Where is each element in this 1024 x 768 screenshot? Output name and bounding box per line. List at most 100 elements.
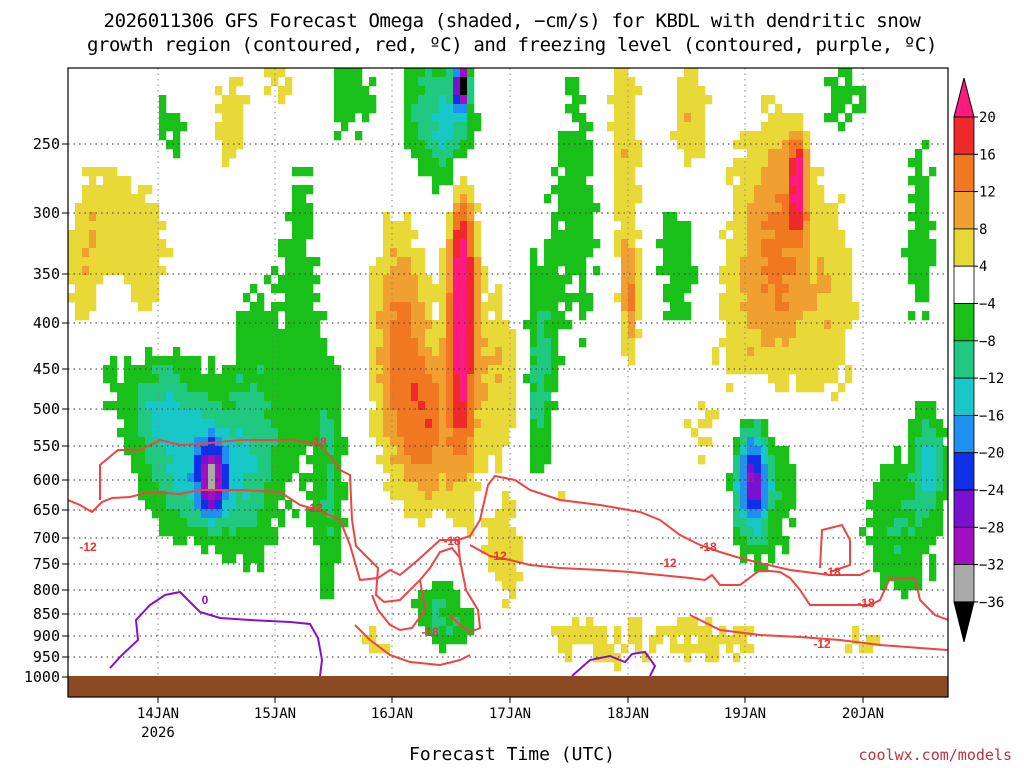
omega-cell [418, 473, 426, 483]
omega-cell [530, 446, 538, 456]
omega-cell [677, 284, 685, 294]
omega-cell [124, 392, 132, 402]
omega-cell [194, 428, 202, 438]
omega-cell [908, 572, 916, 582]
omega-cell [271, 266, 279, 276]
omega-cell [824, 212, 832, 222]
omega-cell [467, 293, 475, 303]
omega-cell [908, 212, 916, 222]
omega-cell [726, 365, 734, 375]
omega-cell [404, 95, 412, 105]
omega-cell [782, 140, 790, 150]
omega-cell [439, 590, 447, 600]
omega-cell [278, 473, 286, 483]
omega-cell [103, 194, 111, 204]
omega-cell [138, 464, 146, 474]
omega-cell [915, 194, 923, 204]
omega-cell [383, 392, 391, 402]
omega-cell [775, 491, 783, 501]
omega-cell [705, 437, 713, 447]
omega-cell [775, 536, 783, 546]
omega-cell [474, 338, 482, 348]
omega-cell [425, 437, 433, 447]
omega-cell [201, 401, 209, 411]
omega-cell [327, 356, 335, 366]
omega-cell [397, 284, 405, 294]
omega-cell [236, 491, 244, 501]
omega-cell [901, 554, 909, 564]
omega-cell [446, 320, 454, 330]
omega-cell [222, 374, 230, 384]
omega-cell [425, 383, 433, 393]
omega-cell [453, 428, 461, 438]
omega-cell [208, 356, 216, 366]
omega-cell [425, 122, 433, 132]
omega-cell [572, 113, 580, 123]
omega-cell [369, 347, 377, 357]
omega-cell [929, 401, 937, 411]
omega-cell [285, 401, 293, 411]
omega-cell [292, 356, 300, 366]
omega-cell [684, 239, 692, 249]
omega-cell [334, 131, 342, 141]
omega-cell [453, 590, 461, 600]
credit-link[interactable]: coolwx.com/models [858, 746, 1012, 764]
omega-cell [537, 302, 545, 312]
omega-cell [481, 464, 489, 474]
omega-cell [369, 365, 377, 375]
omega-cell [327, 401, 335, 411]
omega-cell [635, 257, 643, 267]
omega-cell [271, 77, 279, 87]
omega-cell [446, 140, 454, 150]
colorbar-swatch [953, 452, 975, 491]
omega-cell [915, 581, 923, 591]
omega-cell [390, 356, 398, 366]
omega-cell [824, 293, 832, 303]
omega-cell [418, 599, 426, 609]
omega-cell [733, 230, 741, 240]
omega-cell [110, 383, 118, 393]
y-tick-label: 850 [33, 605, 60, 623]
omega-cell [509, 581, 517, 591]
omega-cell [432, 608, 440, 618]
omega-cell [166, 401, 174, 411]
omega-cell [509, 392, 517, 402]
omega-cell [75, 239, 83, 249]
omega-cell [726, 329, 734, 339]
omega-cell [152, 419, 160, 429]
omega-cell [796, 221, 804, 231]
omega-cell [747, 284, 755, 294]
omega-cell [733, 311, 741, 321]
omega-cell [446, 284, 454, 294]
omega-cell [320, 581, 328, 591]
dgz-contour-minus12-lower [68, 474, 871, 582]
omega-cell [453, 320, 461, 330]
omega-cell [376, 347, 384, 357]
omega-cell [530, 347, 538, 357]
omega-cell [313, 419, 321, 429]
omega-cell [425, 410, 433, 420]
omega-cell [670, 311, 678, 321]
omega-cell [712, 644, 720, 654]
omega-cell [887, 482, 895, 492]
omega-cell [271, 536, 279, 546]
omega-cell [467, 239, 475, 249]
omega-cell [271, 68, 279, 78]
omega-cell [831, 302, 839, 312]
omega-cell [439, 122, 447, 132]
omega-cell [439, 113, 447, 123]
omega-cell [782, 446, 790, 456]
omega-cell [271, 347, 279, 357]
omega-cell [418, 482, 426, 492]
omega-cell [705, 644, 713, 654]
omega-cell [705, 410, 713, 420]
omega-cell [901, 482, 909, 492]
omega-cell [649, 635, 657, 645]
omega-cell [747, 275, 755, 285]
omega-cell [614, 149, 622, 159]
omega-cell [425, 626, 433, 636]
colorbar-label: −4 [979, 297, 996, 313]
omega-cell [411, 140, 419, 150]
omega-cell [621, 644, 629, 654]
omega-cell [628, 257, 636, 267]
